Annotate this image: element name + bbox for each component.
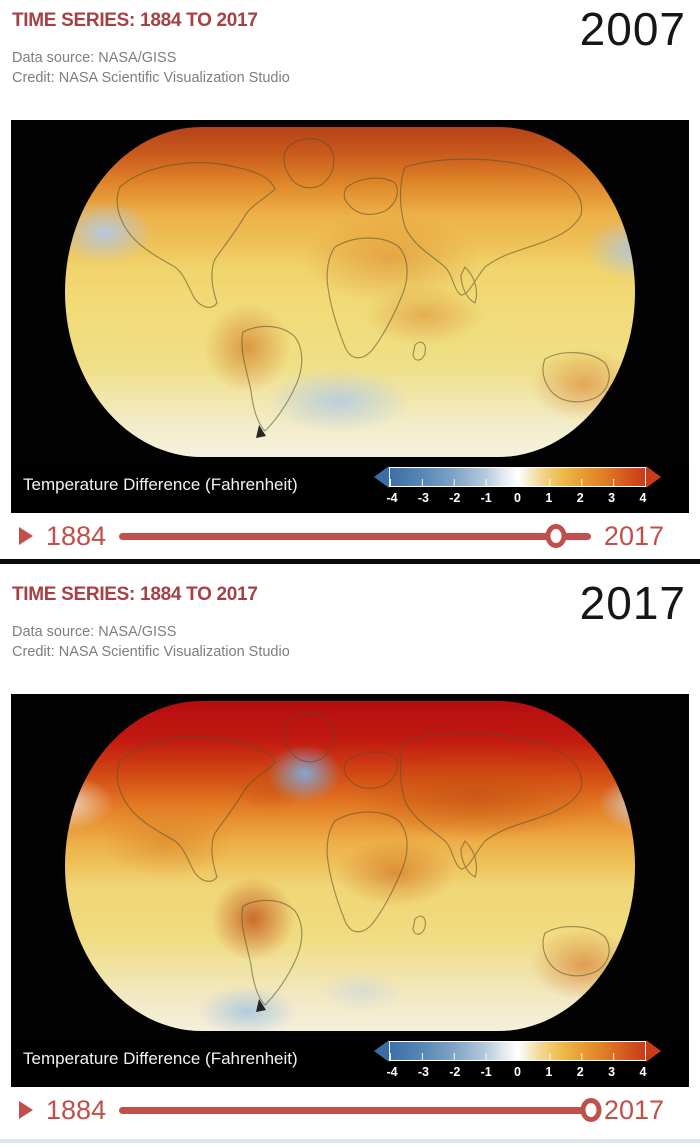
temperature-map: Temperature Difference (Fahrenheit) -4 -… — [11, 694, 689, 1087]
timeline-track[interactable] — [119, 533, 591, 540]
tick-label: 2 — [576, 1064, 584, 1079]
data-source-text: Data source: NASA/GISS — [12, 50, 177, 66]
timeline-handle[interactable] — [580, 1098, 602, 1122]
continent-outlines — [65, 127, 635, 457]
panel-header: TIME SERIES: 1884 TO 2017 Data source: N… — [0, 564, 700, 662]
panel-2007: TIME SERIES: 1884 TO 2017 Data source: N… — [0, 0, 700, 559]
colorbar-title: Temperature Difference (Fahrenheit) — [23, 1049, 298, 1068]
year-display: 2007 — [579, 3, 686, 55]
timeline-end-label: 2017 — [603, 520, 664, 551]
continent-outlines — [65, 701, 635, 1031]
credit-text: Credit: NASA Scientific Visualization St… — [12, 70, 290, 86]
timeline-slider: 1884 2017 — [0, 513, 700, 559]
timeline-track-area — [119, 1098, 602, 1122]
colorbar-left-arrow-icon — [374, 1039, 389, 1062]
tick-label: 4 — [639, 1064, 647, 1079]
tick-label: 1 — [545, 1064, 553, 1079]
panel-title: TIME SERIES: 1884 TO 2017 — [12, 10, 258, 31]
tick-label: -4 — [386, 1064, 398, 1079]
timeline-handle[interactable] — [545, 524, 567, 548]
globe-projection — [65, 127, 635, 457]
meta-block: Data source: NASA/GISS Credit: NASA Scie… — [12, 622, 688, 662]
tick-label: 1 — [545, 490, 553, 505]
colorbar: -4 -3 -2 -1 0 1 2 3 4 — [374, 465, 661, 505]
play-button[interactable] — [19, 527, 33, 545]
colorbar-right-arrow-icon — [646, 1039, 661, 1062]
tick-label: 2 — [576, 490, 584, 505]
globe-projection — [65, 701, 635, 1031]
tick-label: -3 — [417, 1064, 429, 1079]
tick-label: 3 — [608, 1064, 616, 1079]
timeline-track[interactable] — [119, 1107, 591, 1114]
panel-2017: TIME SERIES: 1884 TO 2017 Data source: N… — [0, 564, 700, 1133]
panel-title: TIME SERIES: 1884 TO 2017 — [12, 584, 258, 605]
timeline-end-label: 2017 — [603, 1094, 664, 1125]
temperature-map: Temperature Difference (Fahrenheit) -4 -… — [11, 120, 689, 513]
colorbar: -4 -3 -2 -1 0 1 2 3 4 — [374, 1039, 661, 1079]
tick-label: -2 — [449, 1064, 461, 1079]
map-footer: Temperature Difference (Fahrenheit) -4 -… — [11, 1031, 689, 1087]
play-icon — [19, 1101, 33, 1119]
colorbar-right-arrow-icon — [646, 465, 661, 488]
tick-label: 4 — [639, 490, 647, 505]
colorbar-title: Temperature Difference (Fahrenheit) — [23, 475, 298, 494]
page-bottom-edge — [0, 1139, 700, 1143]
map-footer: Temperature Difference (Fahrenheit) -4 -… — [11, 457, 689, 513]
panel-divider — [0, 559, 700, 564]
colorbar-tick-labels: -4 -3 -2 -1 0 1 2 3 4 — [382, 491, 653, 505]
tick-label: -3 — [417, 490, 429, 505]
year-display: 2017 — [579, 577, 686, 629]
tick-label: -1 — [480, 1064, 492, 1079]
colorbar-left-arrow-icon — [374, 465, 389, 488]
timeline-slider: 1884 2017 — [0, 1087, 700, 1133]
play-button[interactable] — [19, 1101, 33, 1119]
credit-text: Credit: NASA Scientific Visualization St… — [12, 644, 290, 660]
timeline-track-area — [119, 524, 591, 548]
tick-label: 3 — [608, 490, 616, 505]
panel-header: TIME SERIES: 1884 TO 2017 Data source: N… — [0, 0, 700, 88]
meta-block: Data source: NASA/GISS Credit: NASA Scie… — [12, 48, 688, 88]
colorbar-gradient — [389, 466, 646, 487]
data-source-text: Data source: NASA/GISS — [12, 624, 177, 640]
colorbar-tick-labels: -4 -3 -2 -1 0 1 2 3 4 — [382, 1065, 653, 1079]
timeline-start-label: 1884 — [46, 1094, 107, 1125]
play-icon — [19, 527, 33, 545]
tick-label: -4 — [386, 490, 398, 505]
timeline-start-label: 1884 — [46, 520, 107, 551]
tick-label: 0 — [514, 490, 521, 505]
tick-label: 0 — [514, 1064, 521, 1079]
tick-label: -1 — [480, 490, 492, 505]
colorbar-gradient — [389, 1040, 646, 1061]
tick-label: -2 — [449, 490, 461, 505]
